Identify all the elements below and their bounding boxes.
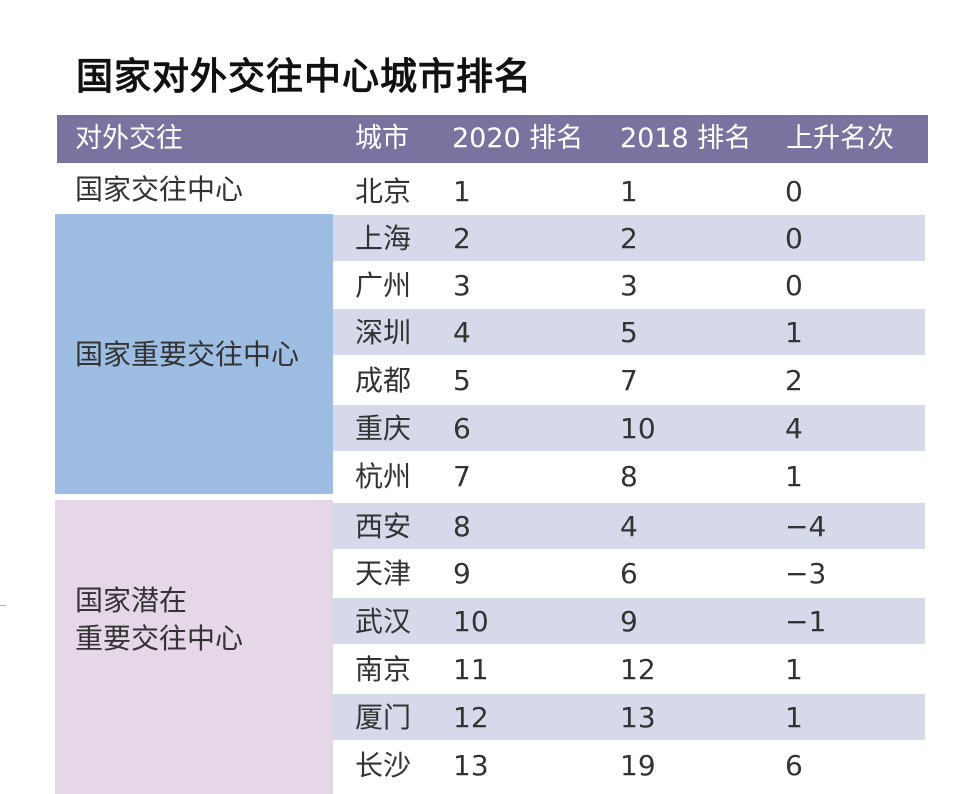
rise-cell: 4 xyxy=(785,412,803,445)
rise-cell: 1 xyxy=(785,653,803,686)
city-cell: 长沙 xyxy=(355,749,412,782)
rise-cell: 1 xyxy=(785,460,803,493)
rank-2020-cell: 13 xyxy=(453,749,489,782)
city-cell: 上海 xyxy=(355,222,412,255)
rank-2020-cell: 8 xyxy=(453,510,471,543)
group-label: 国家重要交往中心 xyxy=(75,338,300,371)
group-national-center: 国家交往中心 xyxy=(55,166,333,212)
rank-2020-cell: 12 xyxy=(453,701,489,734)
city-cell: 天津 xyxy=(355,557,412,590)
header-rank-2020: 2020 排名 xyxy=(452,123,584,154)
table-row: 深圳 4 5 1 xyxy=(333,309,925,355)
rank-2018-cell: 10 xyxy=(620,412,656,445)
city-cell: 南京 xyxy=(355,653,412,686)
city-cell: 杭州 xyxy=(355,460,412,493)
rank-2020-cell: 4 xyxy=(453,316,471,349)
city-cell: 重庆 xyxy=(355,412,412,445)
rise-cell: −3 xyxy=(785,557,827,590)
rank-2018-cell: 6 xyxy=(620,557,638,590)
rise-cell: 1 xyxy=(785,701,803,734)
rank-2020-cell: 3 xyxy=(453,269,471,302)
city-cell: 厦门 xyxy=(355,701,412,734)
rise-cell: −1 xyxy=(785,605,827,638)
group-national-potential: 国家潜在 重要交往中心 xyxy=(55,500,333,794)
rank-2018-cell: 19 xyxy=(620,749,656,782)
rise-cell: 0 xyxy=(785,175,803,208)
city-cell: 成都 xyxy=(355,364,412,397)
divider xyxy=(0,605,6,606)
page-title: 国家对外交往中心城市排名 xyxy=(76,55,532,98)
rank-2018-cell: 13 xyxy=(620,701,656,734)
header-rank-2018: 2018 排名 xyxy=(620,123,752,154)
rank-2018-cell: 8 xyxy=(620,460,638,493)
table-row: 西安 8 4 −4 xyxy=(333,503,925,549)
rank-2020-cell: 7 xyxy=(453,460,471,493)
rank-2018-cell: 3 xyxy=(620,269,638,302)
table-row: 武汉 10 9 −1 xyxy=(333,598,925,644)
header-rise: 上升名次 xyxy=(786,123,894,154)
rank-2020-cell: 9 xyxy=(453,557,471,590)
city-cell: 北京 xyxy=(355,175,412,208)
table-row: 天津 9 6 −3 xyxy=(333,550,925,596)
rank-2018-cell: 9 xyxy=(620,605,638,638)
rise-cell: 6 xyxy=(785,749,803,782)
rise-cell: 1 xyxy=(785,316,803,349)
rank-2018-cell: 5 xyxy=(620,316,638,349)
rank-2020-cell: 11 xyxy=(453,653,489,686)
rank-2020-cell: 1 xyxy=(453,175,471,208)
rank-2020-cell: 2 xyxy=(453,222,471,255)
table-row: 重庆 6 10 4 xyxy=(333,405,925,451)
rank-2018-cell: 12 xyxy=(620,653,656,686)
table-row: 厦门 12 13 1 xyxy=(333,694,925,740)
header-city: 城市 xyxy=(355,123,409,154)
rise-cell: 0 xyxy=(785,222,803,255)
rank-2018-cell: 1 xyxy=(620,175,638,208)
group-label: 重要交往中心 xyxy=(75,622,244,655)
city-cell: 西安 xyxy=(355,510,412,543)
rank-2020-cell: 5 xyxy=(453,364,471,397)
city-cell: 武汉 xyxy=(355,605,412,638)
table-header: 对外交往 城市 2020 排名 2018 排名 上升名次 xyxy=(57,115,928,163)
group-label: 国家交往中心 xyxy=(75,173,244,206)
rank-2018-cell: 7 xyxy=(620,364,638,397)
group-national-important: 国家重要交往中心 xyxy=(55,214,333,494)
rank-2018-cell: 2 xyxy=(620,222,638,255)
rank-2020-cell: 10 xyxy=(453,605,489,638)
table-row: 南京 11 12 1 xyxy=(333,646,925,692)
table-row: 北京 1 1 0 xyxy=(333,168,925,214)
table-row: 上海 2 2 0 xyxy=(333,215,925,261)
rise-cell: −4 xyxy=(785,510,827,543)
rank-2020-cell: 6 xyxy=(453,412,471,445)
rank-2018-cell: 4 xyxy=(620,510,638,543)
city-cell: 广州 xyxy=(355,269,412,302)
rise-cell: 2 xyxy=(785,364,803,397)
header-category: 对外交往 xyxy=(75,123,183,154)
rise-cell: 0 xyxy=(785,269,803,302)
group-label: 国家潜在 xyxy=(75,584,188,617)
table-row: 杭州 7 8 1 xyxy=(333,453,925,499)
city-cell: 深圳 xyxy=(355,316,412,349)
table-row: 长沙 13 19 6 xyxy=(333,742,925,788)
table-row: 广州 3 3 0 xyxy=(333,262,925,308)
table-row: 成都 5 7 2 xyxy=(333,357,925,403)
